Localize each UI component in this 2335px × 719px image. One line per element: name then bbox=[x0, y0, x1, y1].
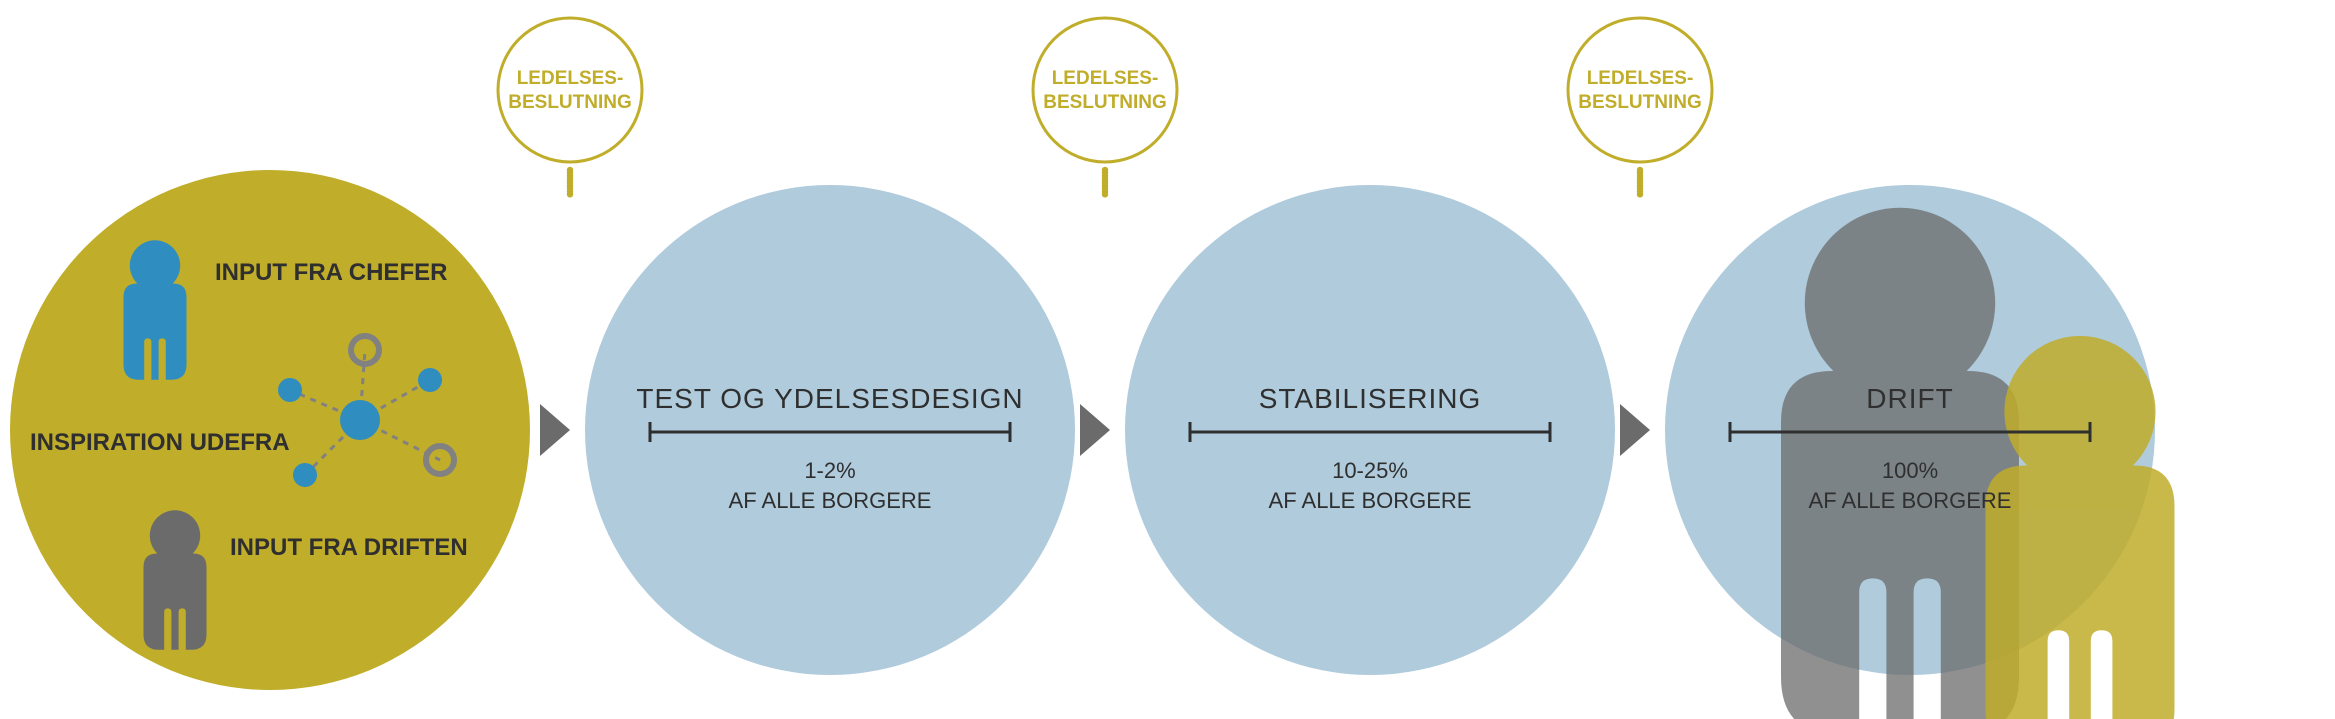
label-chefer: INPUT FRA CHEFER bbox=[215, 259, 447, 286]
arrow-icon bbox=[1620, 404, 1650, 456]
decision-label-line1: LEDELSES- bbox=[1587, 68, 1694, 89]
driften-person-icon bbox=[144, 510, 207, 650]
stage-test-sub2: AF ALLE BORGERE bbox=[729, 488, 932, 513]
stage-stabilisering-sub2: AF ALLE BORGERE bbox=[1269, 488, 1472, 513]
drift-figure-mustard-icon bbox=[1986, 336, 2175, 719]
decision-badge: LEDELSES- BESLUTNING bbox=[1033, 18, 1177, 198]
stage-stabilisering-title: STABILISERING bbox=[1259, 383, 1482, 414]
decision-label-line1: LEDELSES- bbox=[517, 68, 624, 89]
chefer-person-icon bbox=[124, 240, 187, 379]
stage-stabilisering: STABILISERING 10-25% AF ALLE BORGERE bbox=[1125, 185, 1615, 675]
arrow-icon bbox=[540, 404, 570, 456]
stage-drift: DRIFT 100% AF ALLE BORGERE bbox=[1665, 185, 2175, 719]
decision-badge: LEDELSES- BESLUTNING bbox=[1568, 18, 1712, 198]
stage-drift-title: DRIFT bbox=[1866, 383, 1953, 414]
input-circle: INPUT FRA CHEFER INSPIRATION UDEFRA INPUT … bbox=[10, 170, 530, 690]
label-udefra: INSPIRATION UDEFRA bbox=[30, 429, 290, 456]
stage-test-title: TEST OG YDELSESDESIGN bbox=[636, 383, 1023, 414]
decision-badge: LEDELSES- BESLUTNING bbox=[498, 18, 642, 198]
stage-drift-sub1: 100% bbox=[1882, 458, 1938, 483]
stage-drift-sub2: AF ALLE BORGERE bbox=[1809, 488, 2012, 513]
stage-stabilisering-sub1: 10-25% bbox=[1332, 458, 1408, 483]
label-driften: INPUT FRA DRIFTEN bbox=[230, 534, 468, 561]
decision-label-line2: BESLUTNING bbox=[508, 92, 632, 113]
arrow-icon bbox=[1080, 404, 1110, 456]
stage-test-sub1: 1-2% bbox=[804, 458, 855, 483]
decision-label-line1: LEDELSES- bbox=[1052, 68, 1159, 89]
stage-test: TEST OG YDELSESDESIGN 1-2% AF ALLE BORGERE bbox=[585, 185, 1075, 675]
decision-label-line2: BESLUTNING bbox=[1578, 92, 1702, 113]
decision-label-line2: BESLUTNING bbox=[1043, 92, 1167, 113]
